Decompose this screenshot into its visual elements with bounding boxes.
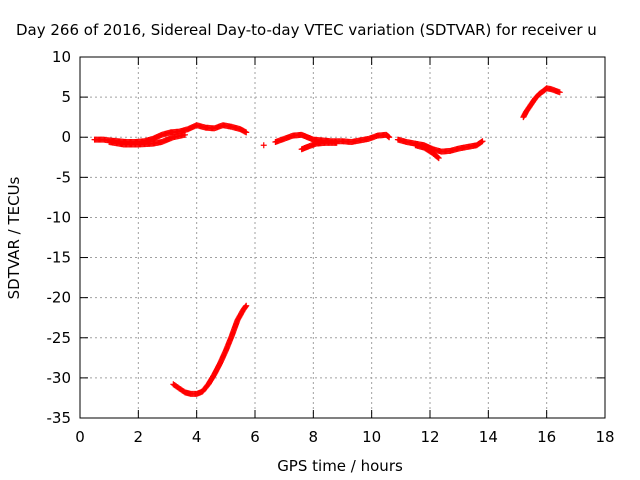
x-tick-label: 8 [309,428,319,446]
y-axis-title: SDTVAR / TECUs [5,176,23,299]
x-tick-label: 10 [362,428,381,446]
y-tick-label: -5 [56,168,71,186]
data-point [385,133,392,140]
data-point [434,154,441,161]
y-tick-label: -30 [47,369,72,387]
y-tick-label: -25 [47,329,72,347]
y-tick-label: 10 [52,48,71,66]
x-axis-title: GPS time / hours [277,457,403,475]
data-point [479,138,486,145]
data-point [182,131,188,138]
y-tick-labels: 10 5 0 -5 -10 -15 -20 -25 -30 -35 [47,48,72,427]
x-tick-label: 6 [250,428,260,446]
data-points [91,85,563,397]
y-tick-label: -35 [47,409,72,427]
y-tick-label: -15 [47,249,72,267]
data-point [243,302,250,309]
grid-lines [80,57,605,418]
x-tick-label: 2 [134,428,144,446]
data-point [556,89,563,96]
y-tick-label: 0 [61,128,71,146]
y-tick-label: 5 [61,88,71,106]
data-point [260,142,267,149]
data-point [435,155,442,162]
x-tick-label: 16 [537,428,556,446]
x-tick-label: 18 [595,428,614,446]
x-tick-label: 0 [75,428,85,446]
plot-frame [79,56,606,419]
x-tick-labels: 0 2 4 6 8 10 12 14 16 18 [75,428,614,446]
data-point [243,129,250,136]
x-tick-label: 4 [192,428,202,446]
x-tick-label: 14 [479,428,498,446]
y-tick-label: -20 [47,289,72,307]
chart-title: Day 266 of 2016, Sidereal Day-to-day VTE… [16,21,597,39]
y-tick-label: -10 [47,208,72,226]
data-point [386,134,393,141]
data-point [333,139,340,146]
x-tick-label: 12 [420,428,439,446]
data-point [478,138,485,145]
